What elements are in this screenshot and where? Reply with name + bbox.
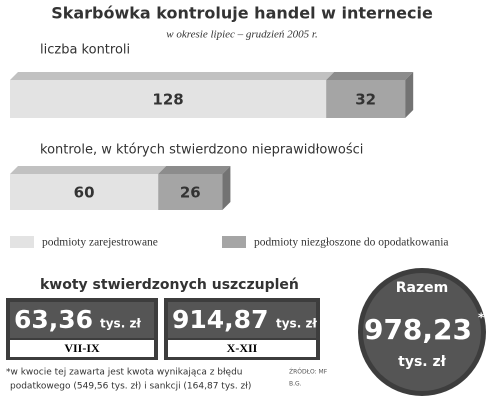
- total-inner: [363, 273, 481, 391]
- title: Skarbówka kontroluje handel w internecie: [51, 4, 433, 23]
- value-label: 32: [355, 91, 376, 109]
- bar: [158, 174, 223, 210]
- bar: [326, 80, 406, 118]
- amount-value: 914,87: [172, 305, 268, 334]
- amount-panel: [168, 302, 316, 338]
- total-value: 978,23: [364, 313, 472, 346]
- source: ŹRÓDŁO: MF: [289, 368, 328, 376]
- category-label: liczba kontroli: [40, 43, 130, 58]
- legend-label: podmioty niezgłoszone do opodatkowania: [254, 237, 449, 249]
- bar: [10, 80, 327, 118]
- legend-swatch: [222, 236, 246, 248]
- bar-top: [158, 166, 231, 174]
- amount-period: VII-IX: [64, 341, 100, 355]
- bar-side: [222, 166, 231, 210]
- amount-unit: tys. zł: [276, 317, 317, 331]
- total-star: *: [478, 311, 485, 325]
- author: B.G.: [289, 381, 302, 388]
- bar-side: [405, 72, 414, 118]
- legend-swatch: [10, 236, 34, 248]
- total-unit: tys. zł: [398, 354, 446, 370]
- value-label: 26: [180, 184, 201, 202]
- amount-unit: tys. zł: [100, 317, 141, 331]
- total-label: Razem: [396, 280, 448, 296]
- value-label: 128: [152, 91, 183, 109]
- category-label: kontrole, w których stwierdzono nieprawi…: [40, 143, 363, 158]
- amount-period: X-XII: [227, 341, 258, 355]
- subtitle: w okresie lipiec – grudzień 2005 r.: [166, 29, 317, 41]
- bar: [10, 174, 159, 210]
- bar-top: [10, 72, 335, 80]
- period-panel: [168, 340, 316, 357]
- bar-chart: liczba kontroli 128 32 kontrole, w których …: [10, 43, 449, 249]
- footnote: *w kwocie tej zawarta jest kwota wynikaj…: [6, 368, 243, 378]
- period-panel: [10, 340, 154, 357]
- footnote: podatkowego (549,56 tys. zł) i sankcji (…: [10, 382, 251, 392]
- amount-value: 63,36: [14, 305, 93, 334]
- amount-panel: [10, 302, 154, 338]
- amounts-title: kwoty stwierdzonych uszczupleń: [40, 277, 299, 293]
- bar-top: [326, 72, 414, 80]
- value-label: 60: [74, 184, 95, 202]
- bar-top: [10, 166, 167, 174]
- legend-label: podmioty zarejestrowane: [42, 237, 158, 249]
